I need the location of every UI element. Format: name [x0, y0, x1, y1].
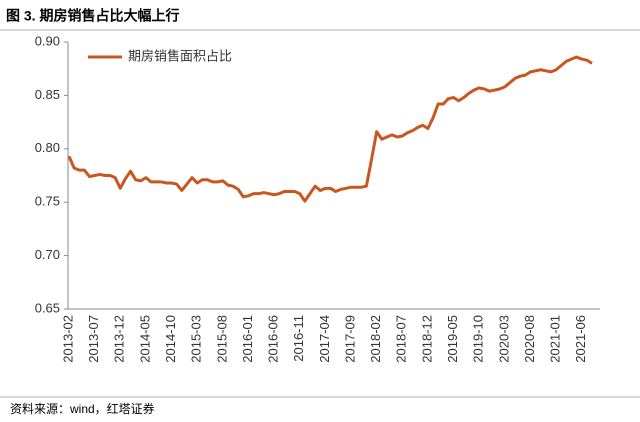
- x-tick-label: 2018-07: [394, 315, 409, 363]
- x-tick-label: 2016-01: [240, 315, 255, 363]
- x-tick-label: 2018-12: [419, 315, 434, 363]
- y-tick-label: 0.75: [35, 194, 60, 209]
- y-tick-label: 0.80: [35, 140, 60, 155]
- y-tick-label: 0.85: [35, 87, 60, 102]
- x-tick-label: 2014-10: [163, 315, 178, 363]
- x-tick-label: 2013-07: [86, 315, 101, 363]
- x-tick-label: 2019-10: [471, 315, 486, 363]
- chart-title: 图 3. 期房销售占比大幅上行: [6, 8, 179, 24]
- source: 资料来源：wind，红塔证券: [10, 401, 155, 416]
- y-tick-label: 0.90: [35, 33, 60, 48]
- x-tick-label: 2017-09: [342, 315, 357, 363]
- x-tick-label: 2018-02: [368, 315, 383, 363]
- x-tick-label: 2020-03: [496, 315, 511, 363]
- x-tick-label: 2015-03: [189, 315, 204, 363]
- y-tick-label: 0.70: [35, 247, 60, 262]
- legend-label: 期房销售面积占比: [128, 48, 232, 63]
- x-tick-label: 2017-04: [317, 315, 332, 363]
- x-tick-label: 2021-01: [548, 315, 563, 363]
- x-tick-label: 2016-06: [266, 315, 281, 363]
- x-tick-label: 2013-12: [112, 315, 127, 363]
- x-tick-label: 2013-02: [60, 315, 75, 363]
- y-tick-label: 0.65: [35, 300, 60, 315]
- line-series: [67, 55, 593, 203]
- x-tick-label: 2015-08: [214, 315, 229, 363]
- x-tick-label: 2016-11: [291, 315, 306, 362]
- x-tick-label: 2019-05: [445, 315, 460, 363]
- x-tick-label: 2020-08: [522, 315, 537, 363]
- x-tick-label: 2014-05: [137, 315, 152, 363]
- x-tick-label: 2021-06: [573, 315, 588, 363]
